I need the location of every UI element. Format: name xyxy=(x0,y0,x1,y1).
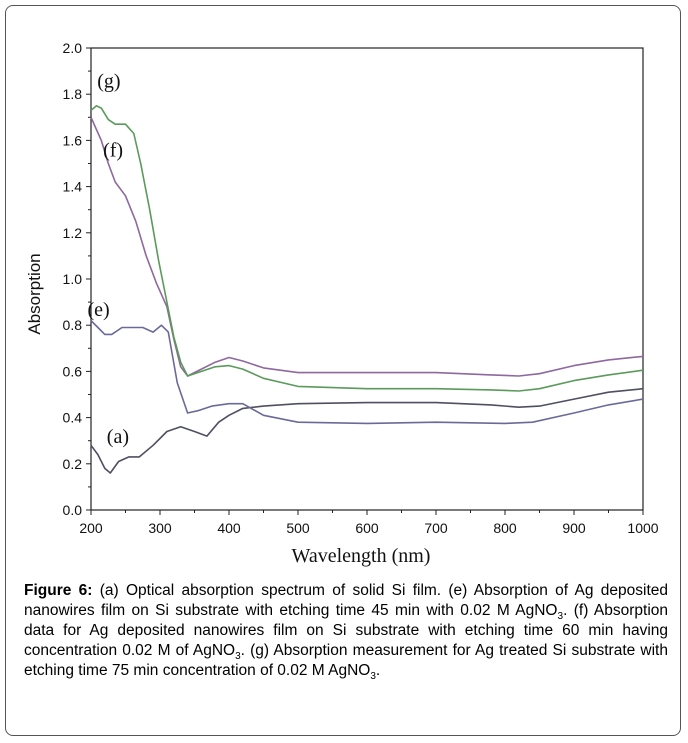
y-axis-label: Absorption xyxy=(25,253,44,334)
x-tick-label: 800 xyxy=(493,520,517,536)
absorption-chart: 200 300 400 500 600 700 800 900 1000 0.0 0.2 0.4 0.6… xyxy=(25,40,659,567)
series-line-f xyxy=(90,116,644,377)
x-tick-label: 600 xyxy=(355,520,379,536)
y-tick-label: 0.6 xyxy=(63,363,83,379)
caption-text-a: (a) Optical absorption spectrum of solid… xyxy=(24,582,669,619)
series-label-g: (g) xyxy=(97,70,120,92)
caption-sub-b: 3 xyxy=(235,651,241,663)
y-tick-label: 2.0 xyxy=(63,40,83,56)
x-tick-label: 300 xyxy=(148,520,172,536)
series-line-a xyxy=(90,387,644,474)
y-tick-label: 1.2 xyxy=(63,225,83,241)
x-axis-label: Wavelength (nm) xyxy=(292,545,431,567)
plot-border xyxy=(90,47,644,511)
caption-text-b: . (f) Absorption data for Ag deposited n… xyxy=(24,602,669,659)
x-tick-label: 400 xyxy=(217,520,241,536)
x-tick-label: 200 xyxy=(79,520,103,536)
y-tick-label: 0.0 xyxy=(63,502,83,518)
x-tick-label: 500 xyxy=(286,520,310,536)
y-tick-label: 1.0 xyxy=(63,271,83,287)
figure-frame xyxy=(5,5,681,736)
caption-sub-c: 3 xyxy=(370,671,376,683)
x-tick-label: 1000 xyxy=(627,520,658,536)
series-line-e xyxy=(90,320,644,425)
series-layer xyxy=(90,105,644,474)
caption-text-c: . (g) Absorption measurement for Ag trea… xyxy=(24,642,668,679)
y-tick-label: 0.4 xyxy=(63,410,83,426)
y-tick-label: 0.2 xyxy=(63,456,83,472)
y-tick-label: 1.4 xyxy=(63,179,83,195)
caption-sub-a: 3 xyxy=(557,611,564,623)
axes: 200 300 400 500 600 700 800 900 1000 0.0 0.2 0.4 0.6… xyxy=(25,40,659,567)
series-line-g xyxy=(90,105,644,392)
labels-layer: (a) (e) (f) (g) xyxy=(87,70,129,448)
series-label-e: (e) xyxy=(87,299,109,321)
y-tick-label: 1.6 xyxy=(63,132,83,148)
plot-area xyxy=(90,47,644,511)
caption-text-d: . xyxy=(375,662,381,679)
series-label-a: (a) xyxy=(107,426,129,448)
series-label-f: (f) xyxy=(103,140,123,162)
caption-label: Figure 6: xyxy=(24,582,93,599)
y-tick-label: 1.8 xyxy=(63,86,83,102)
x-tick-label: 900 xyxy=(562,520,586,536)
figure-caption: Figure 6: (a) Optical absorption spectru… xyxy=(24,581,669,683)
y-tick-label: 0.8 xyxy=(63,317,83,333)
x-tick-label: 700 xyxy=(424,520,448,536)
